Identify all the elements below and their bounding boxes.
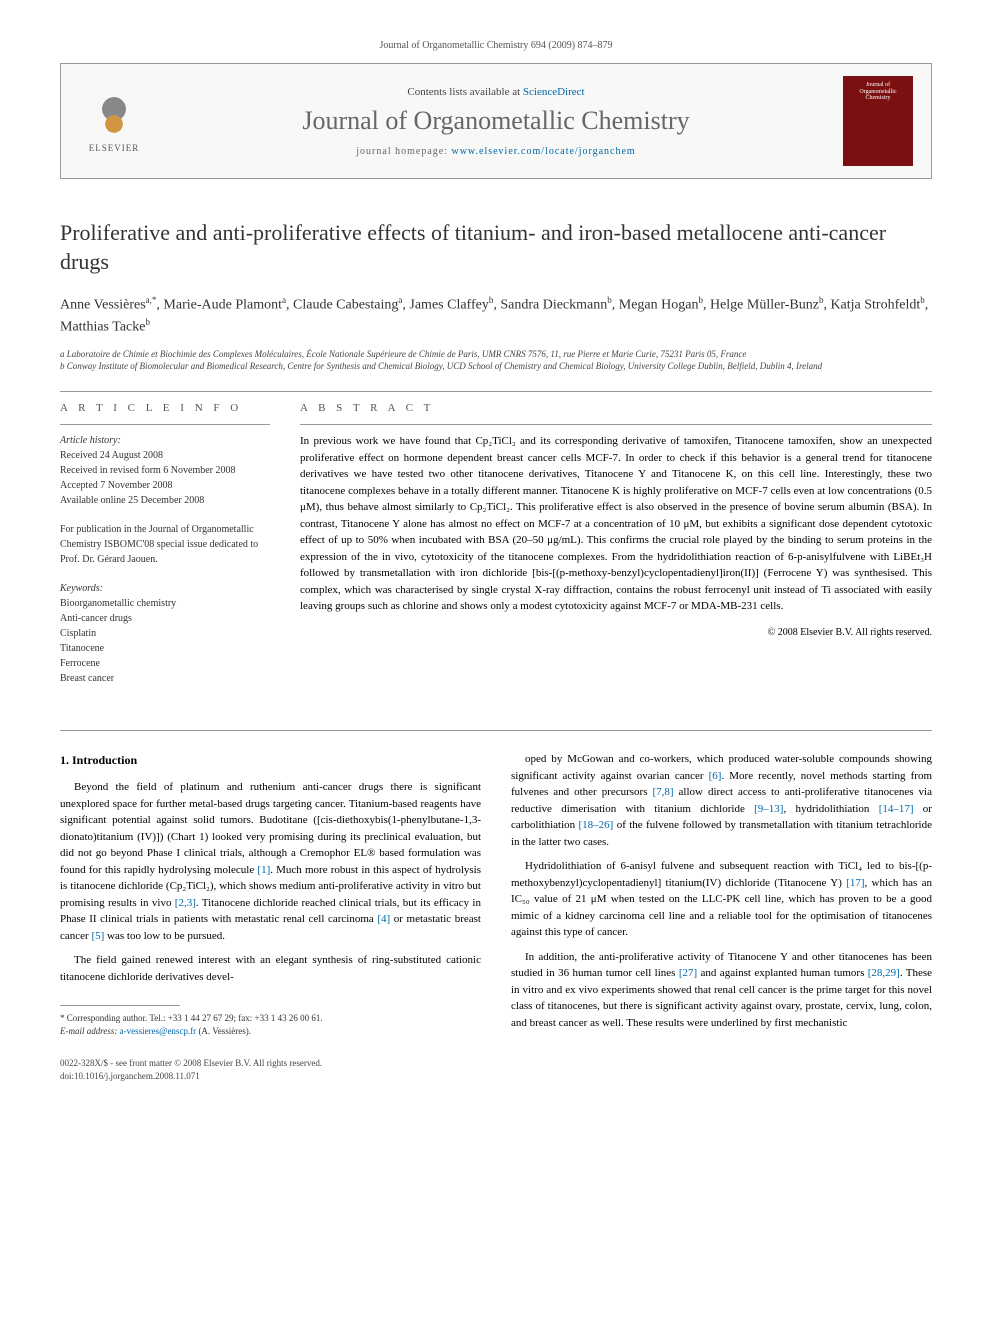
accepted-date: Accepted 7 November 2008 bbox=[60, 478, 270, 493]
citation-ref[interactable]: [5] bbox=[91, 930, 104, 942]
keyword-item: Ferrocene bbox=[60, 656, 270, 671]
cover-title-line2: Organometallic bbox=[859, 89, 896, 96]
doi-line: doi:10.1016/j.jorganchem.2008.11.071 bbox=[60, 1070, 481, 1083]
body-paragraph: The field gained renewed interest with a… bbox=[60, 952, 481, 985]
footnote-rule bbox=[60, 1005, 180, 1006]
citation-ref[interactable]: [14–17] bbox=[879, 803, 914, 815]
body-paragraph: In addition, the anti-proliferative acti… bbox=[511, 949, 932, 1032]
abstract-column: A B S T R A C T In previous work we have… bbox=[300, 400, 932, 701]
email-label: E-mail address: bbox=[60, 1026, 117, 1036]
citation-ref[interactable]: [18–26] bbox=[579, 819, 614, 831]
keyword-item: Cisplatin bbox=[60, 626, 270, 641]
corresponding-email-link[interactable]: a-vessieres@enscp.fr bbox=[120, 1026, 197, 1036]
contents-prefix: Contents lists available at bbox=[407, 86, 522, 98]
divider bbox=[300, 424, 932, 425]
received-date: Received 24 August 2008 bbox=[60, 448, 270, 463]
divider bbox=[60, 730, 932, 731]
keyword-item: Titanocene bbox=[60, 641, 270, 656]
abstract-text: In previous work we have found that Cp₂T… bbox=[300, 433, 932, 615]
authors-list: Anne Vessièresa,*, Marie-Aude Plamonta, … bbox=[60, 294, 932, 337]
affiliation-b: b Conway Institute of Biomolecular and B… bbox=[60, 360, 932, 373]
section-heading-introduction: 1. Introduction bbox=[60, 751, 481, 769]
sciencedirect-link[interactable]: ScienceDirect bbox=[523, 86, 585, 98]
revised-date: Received in revised form 6 November 2008 bbox=[60, 463, 270, 478]
article-info-heading: A R T I C L E I N F O bbox=[60, 400, 270, 417]
running-header: Journal of Organometallic Chemistry 694 … bbox=[60, 40, 932, 51]
abstract-heading: A B S T R A C T bbox=[300, 400, 932, 417]
affiliations: a Laboratoire de Chimie et Biochimie des… bbox=[60, 348, 932, 373]
citation-ref[interactable]: [4] bbox=[377, 913, 390, 925]
citation-ref[interactable]: [9–13] bbox=[754, 803, 783, 815]
dedication-note: For publication in the Journal of Organo… bbox=[60, 522, 270, 567]
keywords-list: Bioorganometallic chemistryAnti-cancer d… bbox=[60, 596, 270, 686]
publisher-label: ELSEVIER bbox=[89, 143, 140, 153]
journal-homepage-line: journal homepage: www.elsevier.com/locat… bbox=[149, 146, 843, 157]
elsevier-tree-icon bbox=[89, 89, 139, 139]
citation-ref[interactable]: [2,3] bbox=[175, 897, 196, 909]
citation-ref[interactable]: [7,8] bbox=[652, 786, 673, 798]
affiliation-a: a Laboratoire de Chimie et Biochimie des… bbox=[60, 348, 932, 361]
contents-available-line: Contents lists available at ScienceDirec… bbox=[149, 86, 843, 98]
divider bbox=[60, 391, 932, 392]
online-date: Available online 25 December 2008 bbox=[60, 493, 270, 508]
divider bbox=[60, 424, 270, 425]
citation-ref[interactable]: [28,29] bbox=[868, 967, 900, 979]
publisher-logo: ELSEVIER bbox=[79, 81, 149, 161]
citation-ref[interactable]: [17] bbox=[846, 877, 864, 889]
homepage-link[interactable]: www.elsevier.com/locate/jorganchem bbox=[451, 146, 635, 157]
journal-name: Journal of Organometallic Chemistry bbox=[149, 106, 843, 136]
corresponding-author-note: * Corresponding author. Tel.: +33 1 44 2… bbox=[60, 1012, 481, 1025]
email-suffix: (A. Vessières). bbox=[198, 1026, 251, 1036]
keyword-item: Breast cancer bbox=[60, 671, 270, 686]
keyword-item: Anti-cancer drugs bbox=[60, 611, 270, 626]
body-two-column: 1. Introduction Beyond the field of plat… bbox=[60, 751, 932, 1082]
journal-masthead: ELSEVIER Contents lists available at Sci… bbox=[60, 63, 932, 179]
citation-ref[interactable]: [6] bbox=[709, 770, 722, 782]
front-matter-line: 0022-328X/$ - see front matter © 2008 El… bbox=[60, 1057, 481, 1070]
page-footer: 0022-328X/$ - see front matter © 2008 El… bbox=[60, 1057, 481, 1082]
citation-ref[interactable]: [27] bbox=[679, 967, 697, 979]
citation-ref[interactable]: [1] bbox=[257, 864, 270, 876]
keyword-item: Bioorganometallic chemistry bbox=[60, 596, 270, 611]
homepage-prefix: journal homepage: bbox=[356, 146, 451, 157]
keywords-heading: Keywords: bbox=[60, 581, 270, 596]
body-right-column: oped by McGowan and co-workers, which pr… bbox=[511, 751, 932, 1082]
cover-title-line3: Chemistry bbox=[866, 95, 891, 102]
abstract-copyright: © 2008 Elsevier B.V. All rights reserved… bbox=[300, 625, 932, 640]
journal-cover-thumbnail: Journal of Organometallic Chemistry bbox=[843, 76, 913, 166]
body-paragraph: Beyond the field of platinum and rutheni… bbox=[60, 779, 481, 944]
footnotes: * Corresponding author. Tel.: +33 1 44 2… bbox=[60, 1012, 481, 1037]
history-heading: Article history: bbox=[60, 433, 270, 448]
body-paragraph: oped by McGowan and co-workers, which pr… bbox=[511, 751, 932, 850]
article-info-column: A R T I C L E I N F O Article history: R… bbox=[60, 400, 270, 701]
body-paragraph: Hydridolithiation of 6-anisyl fulvene an… bbox=[511, 858, 932, 941]
body-left-column: 1. Introduction Beyond the field of plat… bbox=[60, 751, 481, 1082]
article-title: Proliferative and anti-proliferative eff… bbox=[60, 219, 932, 276]
cover-title-line1: Journal of bbox=[866, 82, 890, 89]
